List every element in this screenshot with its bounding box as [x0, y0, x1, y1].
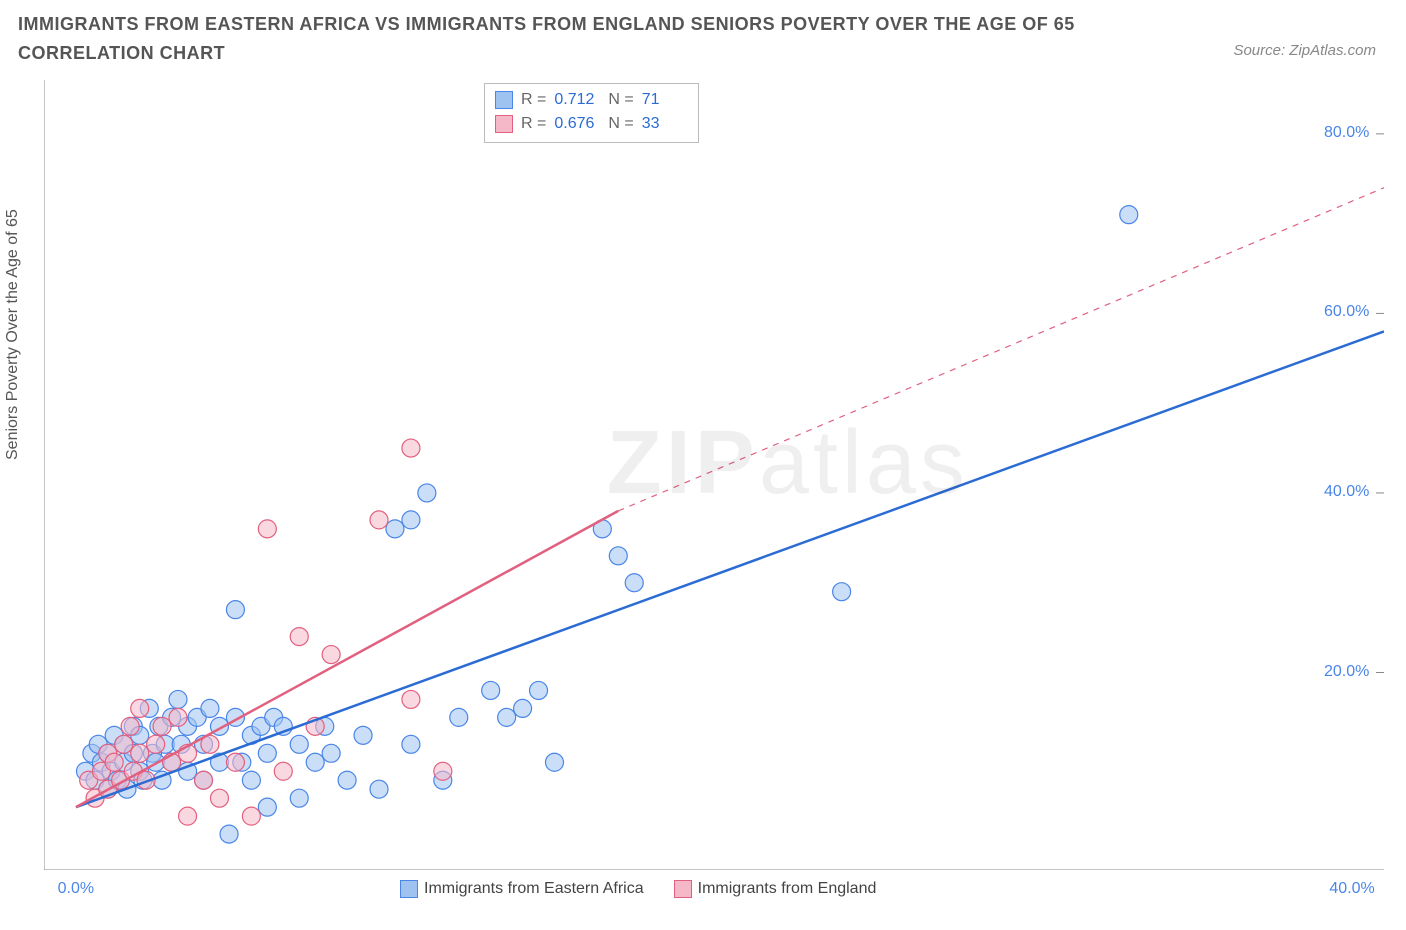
- y-tick-label: 20.0%: [1324, 663, 1369, 681]
- source-label: Source: ZipAtlas.com: [1233, 42, 1376, 59]
- chart-title: IMMIGRANTS FROM EASTERN AFRICA VS IMMIGR…: [18, 10, 1138, 68]
- series-legend: Immigrants from Eastern Africa Immigrants…: [400, 880, 876, 898]
- legend-swatch: [674, 880, 692, 898]
- y-tick-label: 40.0%: [1324, 483, 1369, 501]
- legend-swatch: [495, 115, 513, 133]
- legend-item: Immigrants from England: [674, 880, 877, 898]
- legend-item: Immigrants from Eastern Africa: [400, 880, 644, 898]
- legend-label: Immigrants from England: [698, 880, 877, 898]
- y-tick-label: 60.0%: [1324, 303, 1369, 321]
- scatter-chart: [44, 80, 1384, 870]
- x-tick-label: 0.0%: [58, 880, 94, 898]
- stats-legend-row: R =0.676N =33: [495, 112, 688, 136]
- x-tick-label: 40.0%: [1329, 880, 1374, 898]
- legend-label: Immigrants from Eastern Africa: [424, 880, 644, 898]
- stats-legend-row: R =0.712N =71: [495, 88, 688, 112]
- legend-swatch: [495, 91, 513, 109]
- y-tick-label: 80.0%: [1324, 124, 1369, 142]
- legend-swatch: [400, 880, 418, 898]
- y-axis-label: Seniors Poverty Over the Age of 65: [4, 209, 22, 460]
- stats-legend: R =0.712N =71R =0.676N =33: [484, 83, 699, 143]
